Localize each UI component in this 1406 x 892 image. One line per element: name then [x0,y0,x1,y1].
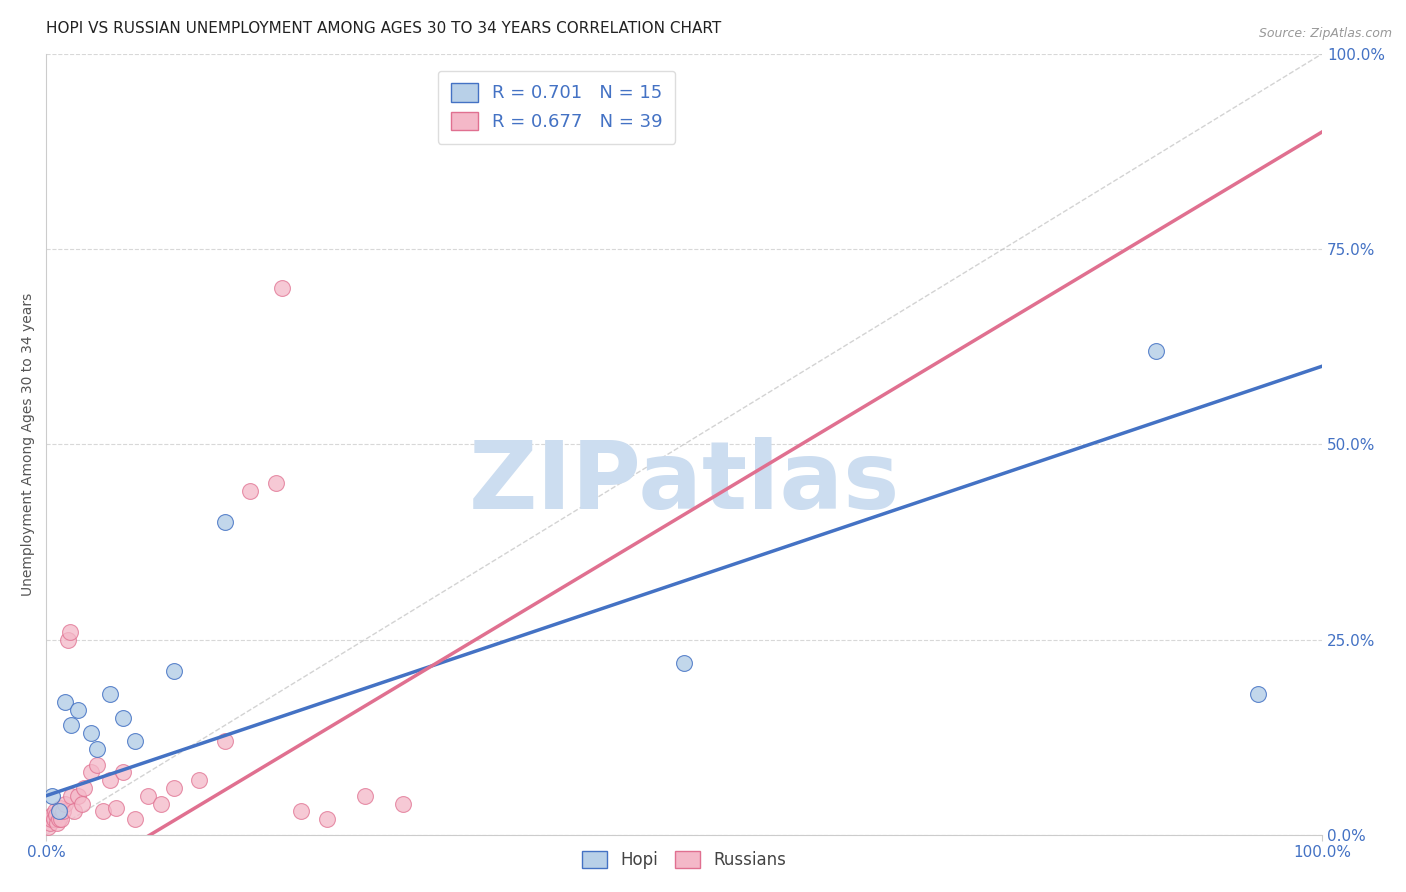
Point [111,765,134,780]
Point [188,773,211,788]
Point [63,805,86,819]
Point [53,797,76,811]
Point [56,632,79,647]
Point [48,812,70,826]
Point [162,664,184,678]
Point [66,703,89,717]
Point [79,726,101,740]
Point [315,812,337,826]
Point [271,281,294,295]
Point [51,812,73,826]
Point [59,624,82,639]
Point [149,797,172,811]
Point [37,820,59,834]
Text: Source: ZipAtlas.com: Source: ZipAtlas.com [1258,27,1392,40]
Point [41,808,63,822]
Point [44,805,66,819]
Point [290,805,312,819]
Point [60,789,83,803]
Legend: Hopi, Russians: Hopi, Russians [574,842,794,878]
Point [38,816,60,830]
Point [93,805,115,819]
Point [124,812,146,826]
Point [1144,343,1167,358]
Point [70,797,93,811]
Point [86,742,108,756]
Point [1247,687,1270,701]
Point [136,789,159,803]
Point [111,711,134,725]
Point [264,476,287,491]
Point [79,765,101,780]
Point [45,808,67,822]
Point [60,718,83,732]
Point [39,812,62,826]
Point [48,805,70,819]
Y-axis label: Unemployment Among Ages 30 to 34 years: Unemployment Among Ages 30 to 34 years [21,293,35,596]
Point [354,789,377,803]
Point [105,800,128,814]
Point [86,757,108,772]
Text: ZIPatlas: ZIPatlas [468,437,900,529]
Point [41,789,63,803]
Point [51,805,73,819]
Point [66,789,89,803]
Point [98,773,121,788]
Point [162,780,184,795]
Point [214,516,236,530]
Point [239,484,262,499]
Point [49,800,72,814]
Point [46,816,69,830]
Point [42,812,65,826]
Point [53,695,76,709]
Point [673,656,696,670]
Text: HOPI VS RUSSIAN UNEMPLOYMENT AMONG AGES 30 TO 34 YEARS CORRELATION CHART: HOPI VS RUSSIAN UNEMPLOYMENT AMONG AGES … [46,21,721,36]
Point [73,780,96,795]
Point [98,687,121,701]
Point [214,734,236,748]
Point [124,734,146,748]
Point [392,797,415,811]
